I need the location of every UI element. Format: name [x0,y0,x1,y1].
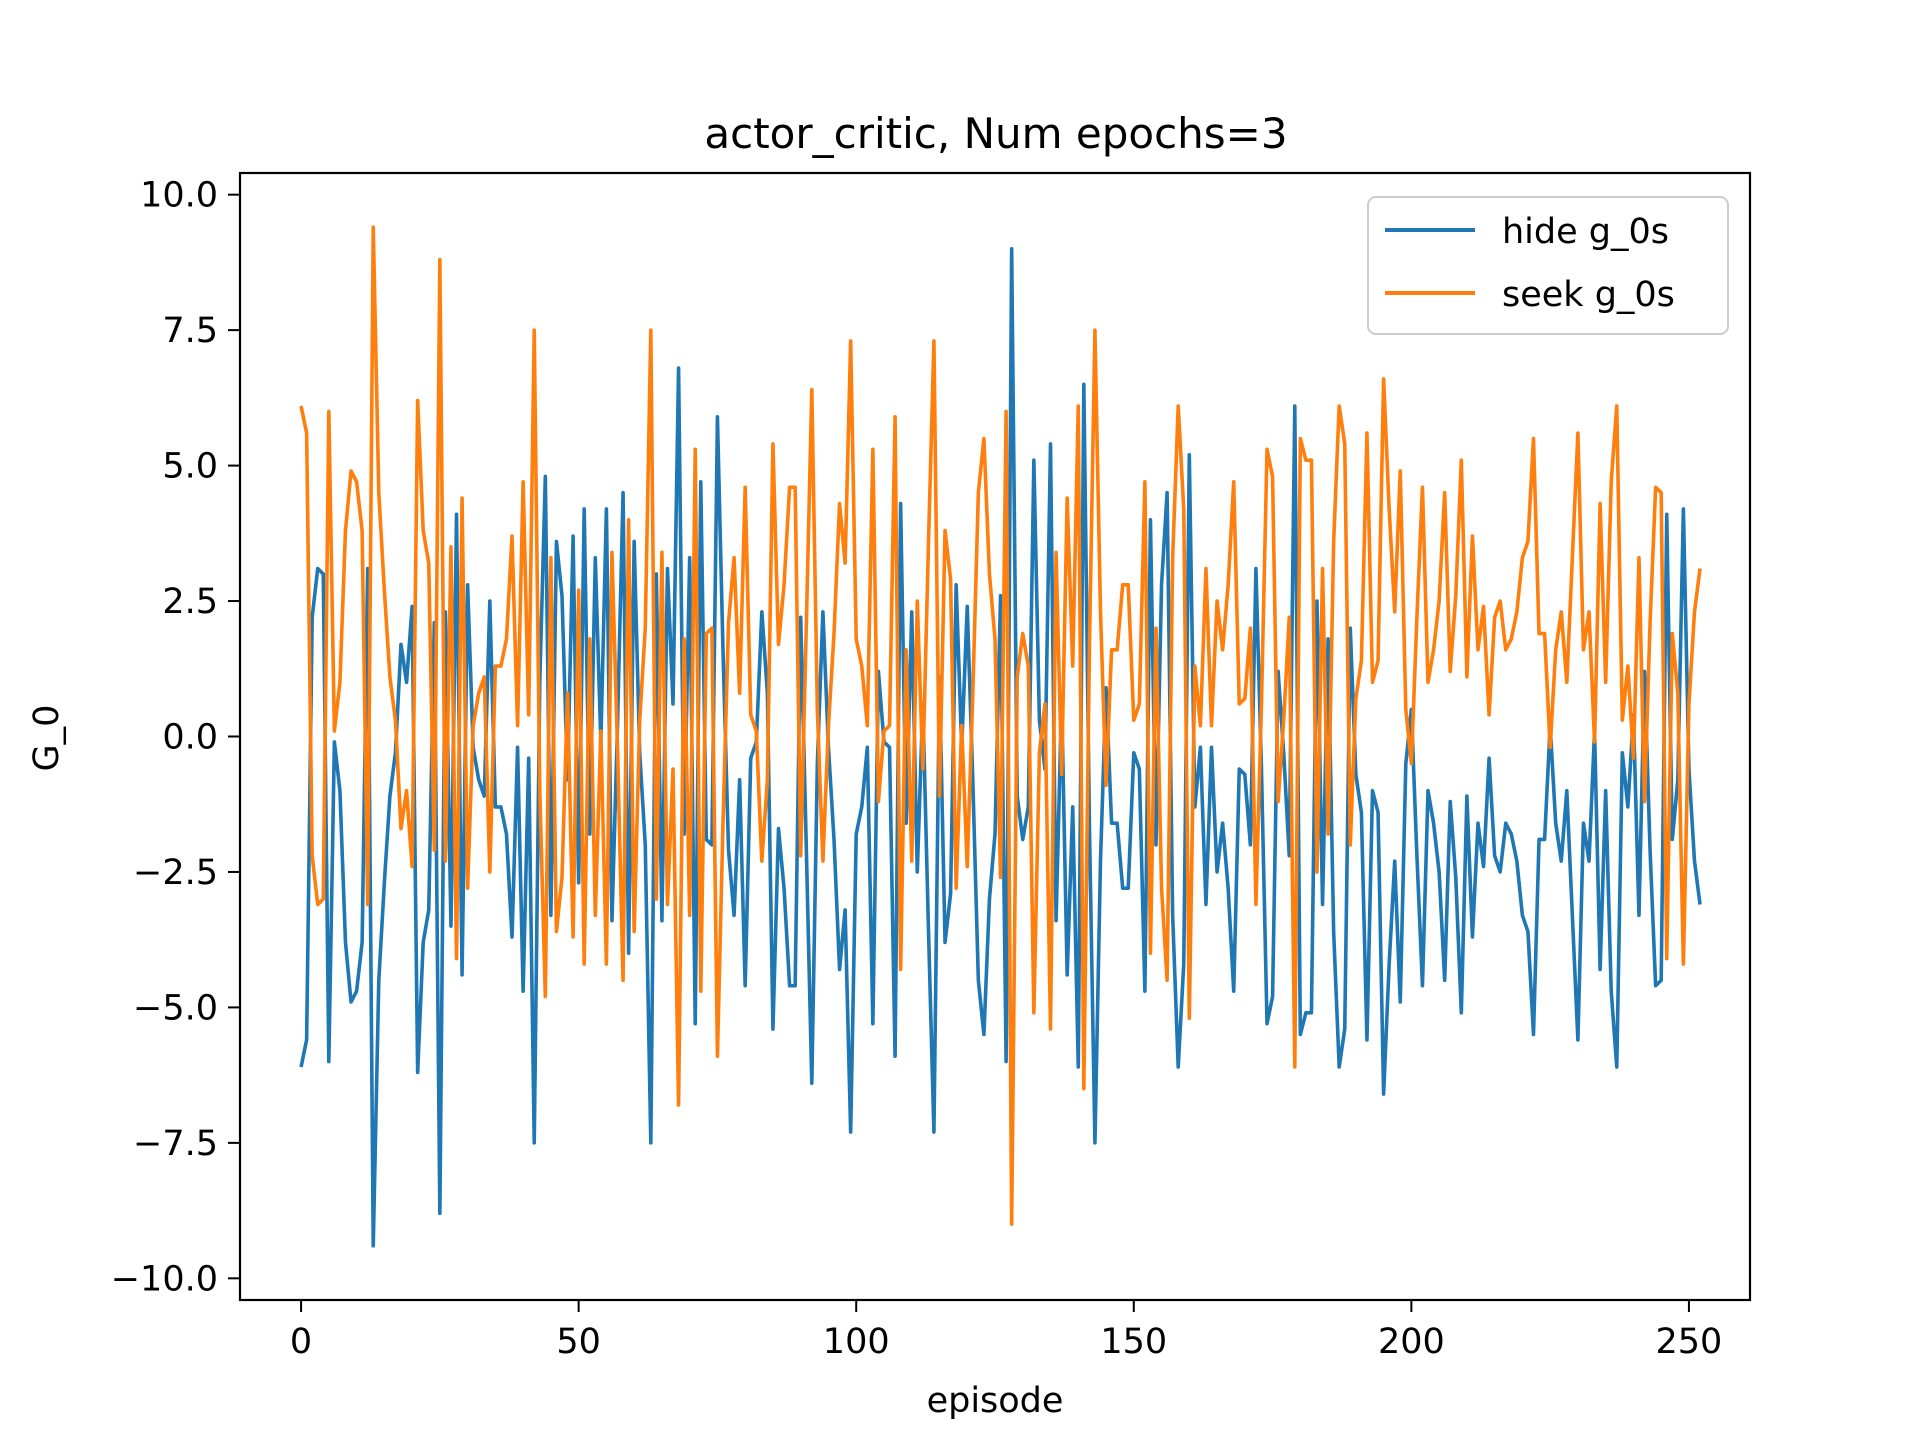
y-tick-label: −7.5 [133,1124,218,1164]
y-tick-label: 2.5 [162,582,218,622]
x-axis: 0 50 100 150 200 250 [290,1300,1722,1362]
y-tick-label: −2.5 [133,853,218,893]
x-tick-label: 200 [1378,1322,1445,1362]
y-tick-label: 10.0 [140,176,218,216]
y-tick-label: −10.0 [111,1259,218,1299]
y-tick-label: 0.0 [162,718,218,758]
y-axis: 10.0 7.5 5.0 2.5 0.0 −2.5 −5.0 −7.5 −10.0 [111,176,240,1299]
legend: hide g_0s seek g_0s [1367,196,1729,335]
x-tick-label: 100 [823,1322,890,1362]
y-tick-label: 5.0 [162,447,218,487]
x-tick-label: 150 [1100,1322,1167,1362]
x-tick-label: 50 [556,1322,601,1362]
x-tick-label: 0 [290,1322,312,1362]
x-tick-label: 250 [1656,1322,1723,1362]
legend-label-hide: hide g_0s [1502,212,1669,252]
series-line-seek [299,225,1702,1226]
x-axis-label: episode [927,1381,1064,1421]
legend-label-seek: seek g_0s [1502,275,1675,315]
chart-title: actor_critic, Num epochs=3 [704,109,1287,158]
y-tick-label: −5.0 [133,988,218,1028]
y-tick-label: 7.5 [162,311,218,351]
series-layer [299,225,1702,1248]
series-line-hide [299,247,1702,1248]
y-axis-label: G_0 [27,705,67,772]
